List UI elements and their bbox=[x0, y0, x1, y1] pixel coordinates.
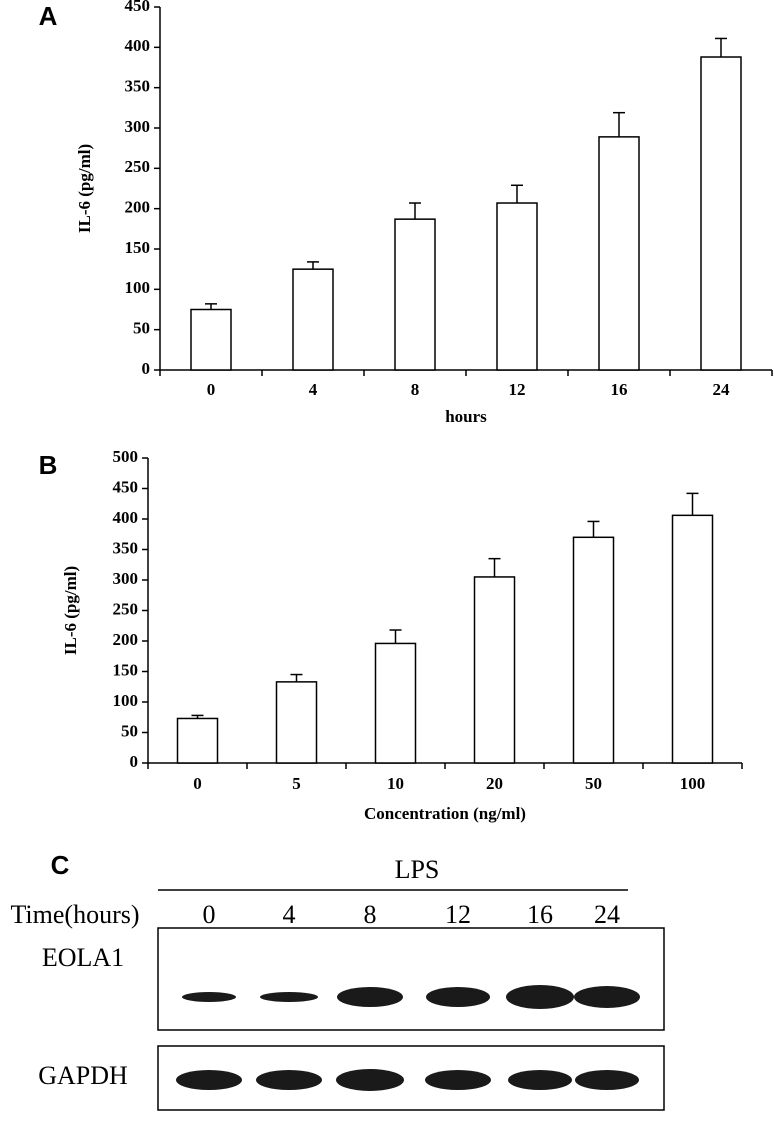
y-tick-label: 0 bbox=[142, 359, 151, 378]
band bbox=[176, 1070, 242, 1090]
time-label: Time(hours) bbox=[10, 900, 139, 929]
bar bbox=[394, 218, 436, 371]
row-label: EOLA1 bbox=[42, 943, 124, 972]
x-tick-label: 50 bbox=[585, 774, 602, 793]
y-tick-label: 100 bbox=[113, 691, 139, 710]
y-tick-label: 200 bbox=[113, 630, 139, 649]
x-tick-label: 16 bbox=[611, 380, 628, 399]
y-tick-label: 250 bbox=[125, 157, 151, 176]
bar bbox=[598, 136, 640, 371]
panel-label: B bbox=[39, 450, 58, 480]
band bbox=[575, 1070, 639, 1090]
y-tick-label: 400 bbox=[125, 36, 151, 55]
x-tick-label: 24 bbox=[713, 380, 731, 399]
panel-label: A bbox=[39, 1, 58, 31]
y-tick-label: 50 bbox=[133, 319, 150, 338]
band bbox=[256, 1070, 322, 1090]
panel-label: C bbox=[51, 850, 70, 880]
y-tick-label: 400 bbox=[113, 508, 139, 527]
y-tick-label: 300 bbox=[113, 569, 139, 588]
y-tick-label: 350 bbox=[125, 77, 151, 96]
y-tick-label: 450 bbox=[125, 0, 151, 15]
bar bbox=[176, 717, 219, 764]
bar bbox=[190, 308, 232, 371]
lane-label: 0 bbox=[203, 900, 216, 929]
x-tick-label: 4 bbox=[309, 380, 318, 399]
y-tick-label: 150 bbox=[113, 660, 139, 679]
y-tick-label: 50 bbox=[121, 721, 138, 740]
y-tick-label: 500 bbox=[113, 447, 139, 466]
bar bbox=[473, 576, 516, 764]
bar bbox=[275, 681, 318, 764]
band bbox=[508, 1070, 572, 1090]
band bbox=[182, 992, 236, 1002]
x-axis-label: Concentration (ng/ml) bbox=[364, 804, 526, 823]
bar bbox=[374, 642, 417, 764]
band bbox=[506, 985, 574, 1009]
y-axis-label: IL-6 (pg/ml) bbox=[75, 144, 94, 233]
x-axis-label: hours bbox=[445, 407, 487, 426]
bar bbox=[700, 56, 742, 371]
bar bbox=[292, 268, 334, 371]
y-tick-label: 0 bbox=[130, 752, 139, 771]
lane-label: 16 bbox=[527, 900, 553, 929]
y-axis-label: IL-6 (pg/ml) bbox=[61, 566, 80, 655]
row-label: GAPDH bbox=[38, 1061, 128, 1090]
blot-frame bbox=[157, 927, 665, 1031]
lane-label: 24 bbox=[594, 900, 620, 929]
y-tick-label: 450 bbox=[113, 477, 139, 496]
lane-label: 8 bbox=[364, 900, 377, 929]
bar bbox=[496, 202, 538, 371]
y-tick-label: 250 bbox=[113, 599, 139, 618]
x-tick-label: 8 bbox=[411, 380, 420, 399]
x-tick-label: 10 bbox=[387, 774, 404, 793]
band bbox=[426, 987, 490, 1007]
band bbox=[336, 1069, 404, 1091]
band bbox=[337, 987, 403, 1007]
bar bbox=[572, 536, 615, 764]
band bbox=[425, 1070, 491, 1090]
y-tick-label: 300 bbox=[125, 117, 151, 136]
x-tick-label: 12 bbox=[509, 380, 526, 399]
band bbox=[574, 986, 640, 1008]
x-tick-label: 20 bbox=[486, 774, 503, 793]
x-tick-label: 0 bbox=[193, 774, 202, 793]
x-tick-label: 100 bbox=[680, 774, 706, 793]
y-tick-label: 150 bbox=[125, 238, 151, 257]
x-tick-label: 0 bbox=[207, 380, 216, 399]
y-tick-label: 100 bbox=[125, 278, 151, 297]
treatment-label: LPS bbox=[395, 855, 440, 884]
bar bbox=[671, 514, 714, 764]
y-tick-label: 350 bbox=[113, 538, 139, 557]
band bbox=[260, 992, 318, 1002]
lane-label: 12 bbox=[445, 900, 471, 929]
y-tick-label: 200 bbox=[125, 198, 151, 217]
lane-label: 4 bbox=[283, 900, 296, 929]
x-tick-label: 5 bbox=[292, 774, 301, 793]
